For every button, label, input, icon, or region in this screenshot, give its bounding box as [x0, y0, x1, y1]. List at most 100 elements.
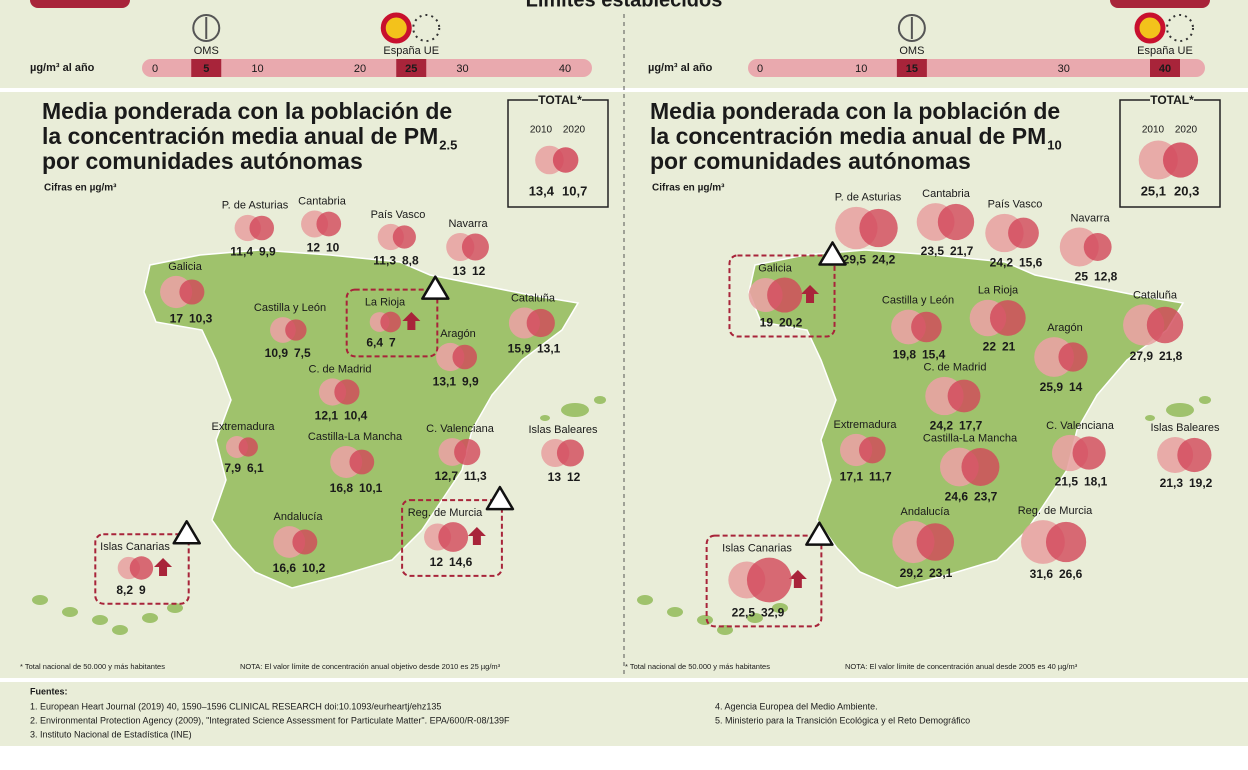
panel-title-sub: 2.5: [439, 137, 457, 152]
region-name: C. Valenciana: [1046, 420, 1115, 432]
region-name: Islas Baleares: [528, 424, 598, 436]
bubble-2020: [859, 208, 898, 248]
total-label: TOTAL*: [538, 93, 582, 107]
bubble-2020: [334, 379, 360, 405]
region-name: Extremadura: [212, 421, 276, 433]
region-name: Galicia: [168, 261, 203, 273]
warning-icon: [485, 485, 515, 511]
value-2010: 24,6: [945, 490, 969, 504]
value-2020: 9,9: [259, 244, 276, 258]
bubble-2020: [179, 279, 205, 305]
value-2020: 23,1: [929, 566, 953, 580]
map-canarias: [112, 625, 128, 635]
value-2020: 9,9: [462, 374, 479, 388]
total-label-bg: [1150, 94, 1194, 106]
region-name: Extremadura: [834, 419, 898, 431]
region-name: Cataluña: [511, 292, 556, 304]
value-2010: 24,2: [990, 255, 1014, 269]
bubble-2020: [316, 211, 342, 237]
value-2010: 31,6: [1030, 567, 1054, 581]
increase-arrow: [467, 527, 486, 545]
panel-subtitle: Cifras en µg/m³: [652, 183, 725, 194]
bubble-2020: [911, 311, 942, 343]
map-baleares: [594, 396, 606, 404]
bubble-2020: [767, 277, 803, 313]
value-2020: 23,7: [974, 490, 998, 504]
warning-box: [728, 254, 836, 338]
value-2020: 6,1: [247, 461, 264, 475]
scale-org: OMS: [899, 45, 924, 57]
panel-title: la concentración media anual de PM: [650, 123, 1046, 149]
region-name: Castilla-La Mancha: [923, 433, 1018, 445]
sources-band: [0, 682, 1248, 746]
map-spain: [748, 249, 1185, 589]
bubble-2020: [349, 449, 375, 475]
region-name: Islas Canarias: [100, 541, 170, 553]
warning-box: [705, 534, 823, 628]
panel-title-sub: 10: [1047, 137, 1061, 152]
bubble-2020: [1058, 342, 1088, 372]
increase-arrow: [402, 312, 421, 330]
eu-stars: [412, 14, 441, 42]
value-2010: 13: [548, 470, 562, 484]
bubble-2020: [858, 436, 886, 464]
value-2020: 17,7: [959, 418, 983, 432]
value-2010: 6,4: [366, 335, 383, 349]
who-emblem: [897, 14, 926, 42]
region-name: Reg. de Murcia: [408, 507, 483, 519]
total-value-2010: 25,1: [1141, 183, 1166, 198]
total-year: 2010: [530, 125, 553, 136]
scale-tick: 30: [1058, 63, 1070, 75]
total-year: 2010: [1142, 125, 1165, 136]
panel-title: por comunidades autónomas: [650, 148, 971, 174]
region-name: Andalucía: [901, 506, 951, 518]
warning-icon: [421, 275, 450, 300]
note: * Total nacional de 50.000 y más habitan…: [625, 662, 770, 671]
scale-org: OMS: [194, 45, 219, 57]
bubble-2020: [947, 379, 981, 413]
eu-stars: [1166, 14, 1194, 42]
value-2020: 11,3: [464, 469, 487, 483]
scale-tick: 30: [456, 63, 468, 75]
scale-bar: [748, 59, 1205, 77]
map-canarias: [142, 613, 158, 623]
note: * Total nacional de 50.000 y más habitan…: [20, 662, 165, 671]
region-name: Andalucía: [274, 511, 324, 523]
panel-title: la concentración media anual de PM: [42, 123, 438, 149]
value-2010: 17,1: [840, 469, 864, 483]
map-canarias: [667, 607, 683, 617]
value-2020: 24,2: [872, 252, 896, 266]
value-2010: 23,5: [921, 244, 945, 258]
map-canarias: [717, 625, 733, 635]
scale-tick: 10: [855, 63, 867, 75]
region-name: C. Valenciana: [426, 423, 495, 435]
tab: [30, 0, 130, 8]
value-2010: 8,2: [116, 583, 133, 597]
total-value-2020: 10,7: [562, 183, 587, 198]
region-name: Navarra: [1070, 212, 1110, 224]
warning-box: [94, 533, 190, 605]
scale-highlight-value: 15: [906, 63, 918, 75]
map-baleares: [1166, 403, 1194, 417]
value-2010: 7,9: [224, 461, 241, 475]
scale-tick: 0: [152, 63, 158, 75]
bubble-2020: [937, 203, 975, 241]
region-name: Castilla y León: [254, 302, 326, 314]
warning-box: [345, 288, 439, 358]
source-item: 2. Environmental Protection Agency (2009…: [30, 715, 510, 725]
panel-title: Media ponderada con la población de: [42, 98, 452, 124]
region-name: Aragón: [440, 328, 475, 340]
total-bubble-2020: [1162, 142, 1199, 178]
value-2010: 12: [307, 241, 321, 255]
value-2010: 22: [983, 339, 997, 353]
bubble-2020: [989, 300, 1026, 336]
bubble-2020: [461, 233, 489, 261]
panel-title: Media ponderada con la población de: [650, 98, 1060, 124]
scale-highlight-value: 40: [1159, 63, 1171, 75]
increase-arrow: [801, 285, 820, 303]
scale-highlight-value: 25: [405, 63, 417, 75]
value-2020: 10: [326, 241, 340, 255]
bubble-2020: [1177, 437, 1212, 473]
sources-title: Fuentes:: [30, 686, 68, 696]
